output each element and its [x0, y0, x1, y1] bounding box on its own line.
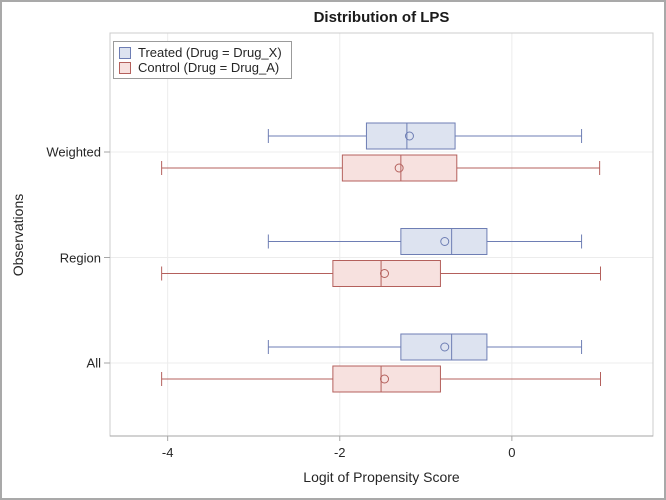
x-tick-label-0: 0	[508, 445, 516, 460]
x-axis-title: Logit of Propensity Score	[303, 469, 460, 485]
x-tick-label-neg2: -2	[333, 445, 346, 460]
mean-marker-treated-region	[440, 237, 450, 246]
mean-marker-control-region	[380, 269, 390, 278]
category-label-all: All	[86, 355, 101, 371]
box-treated-weighted	[365, 122, 456, 150]
box-treated-region	[400, 228, 488, 255]
mean-marker-control-weighted	[394, 163, 404, 173]
box-control-all	[332, 365, 441, 393]
control-swatch-icon	[119, 61, 131, 74]
legend-label-control: Control (Drug = Drug_A)	[138, 60, 280, 75]
mean-marker-treated-all	[440, 342, 450, 352]
box-control-region	[332, 260, 441, 287]
legend-item-treated: Treated (Drug = Drug_X)	[119, 45, 282, 60]
box-treated-all	[400, 333, 488, 361]
box-control-weighted	[341, 154, 458, 182]
x-tick-label-neg4: -4	[161, 445, 174, 460]
category-label-region: Region	[59, 250, 101, 265]
category-label-weighted: Weighted	[46, 144, 101, 160]
legend-item-control: Control (Drug = Drug_A)	[119, 60, 282, 75]
legend: Treated (Drug = Drug_X) Control (Drug = …	[113, 41, 292, 79]
mean-marker-control-all	[380, 374, 390, 384]
treated-swatch-icon	[119, 46, 131, 59]
chart-title: Distribution of LPS	[313, 9, 450, 26]
legend-label-treated: Treated (Drug = Drug_X)	[138, 45, 282, 60]
mean-marker-treated-weighted	[404, 131, 414, 141]
